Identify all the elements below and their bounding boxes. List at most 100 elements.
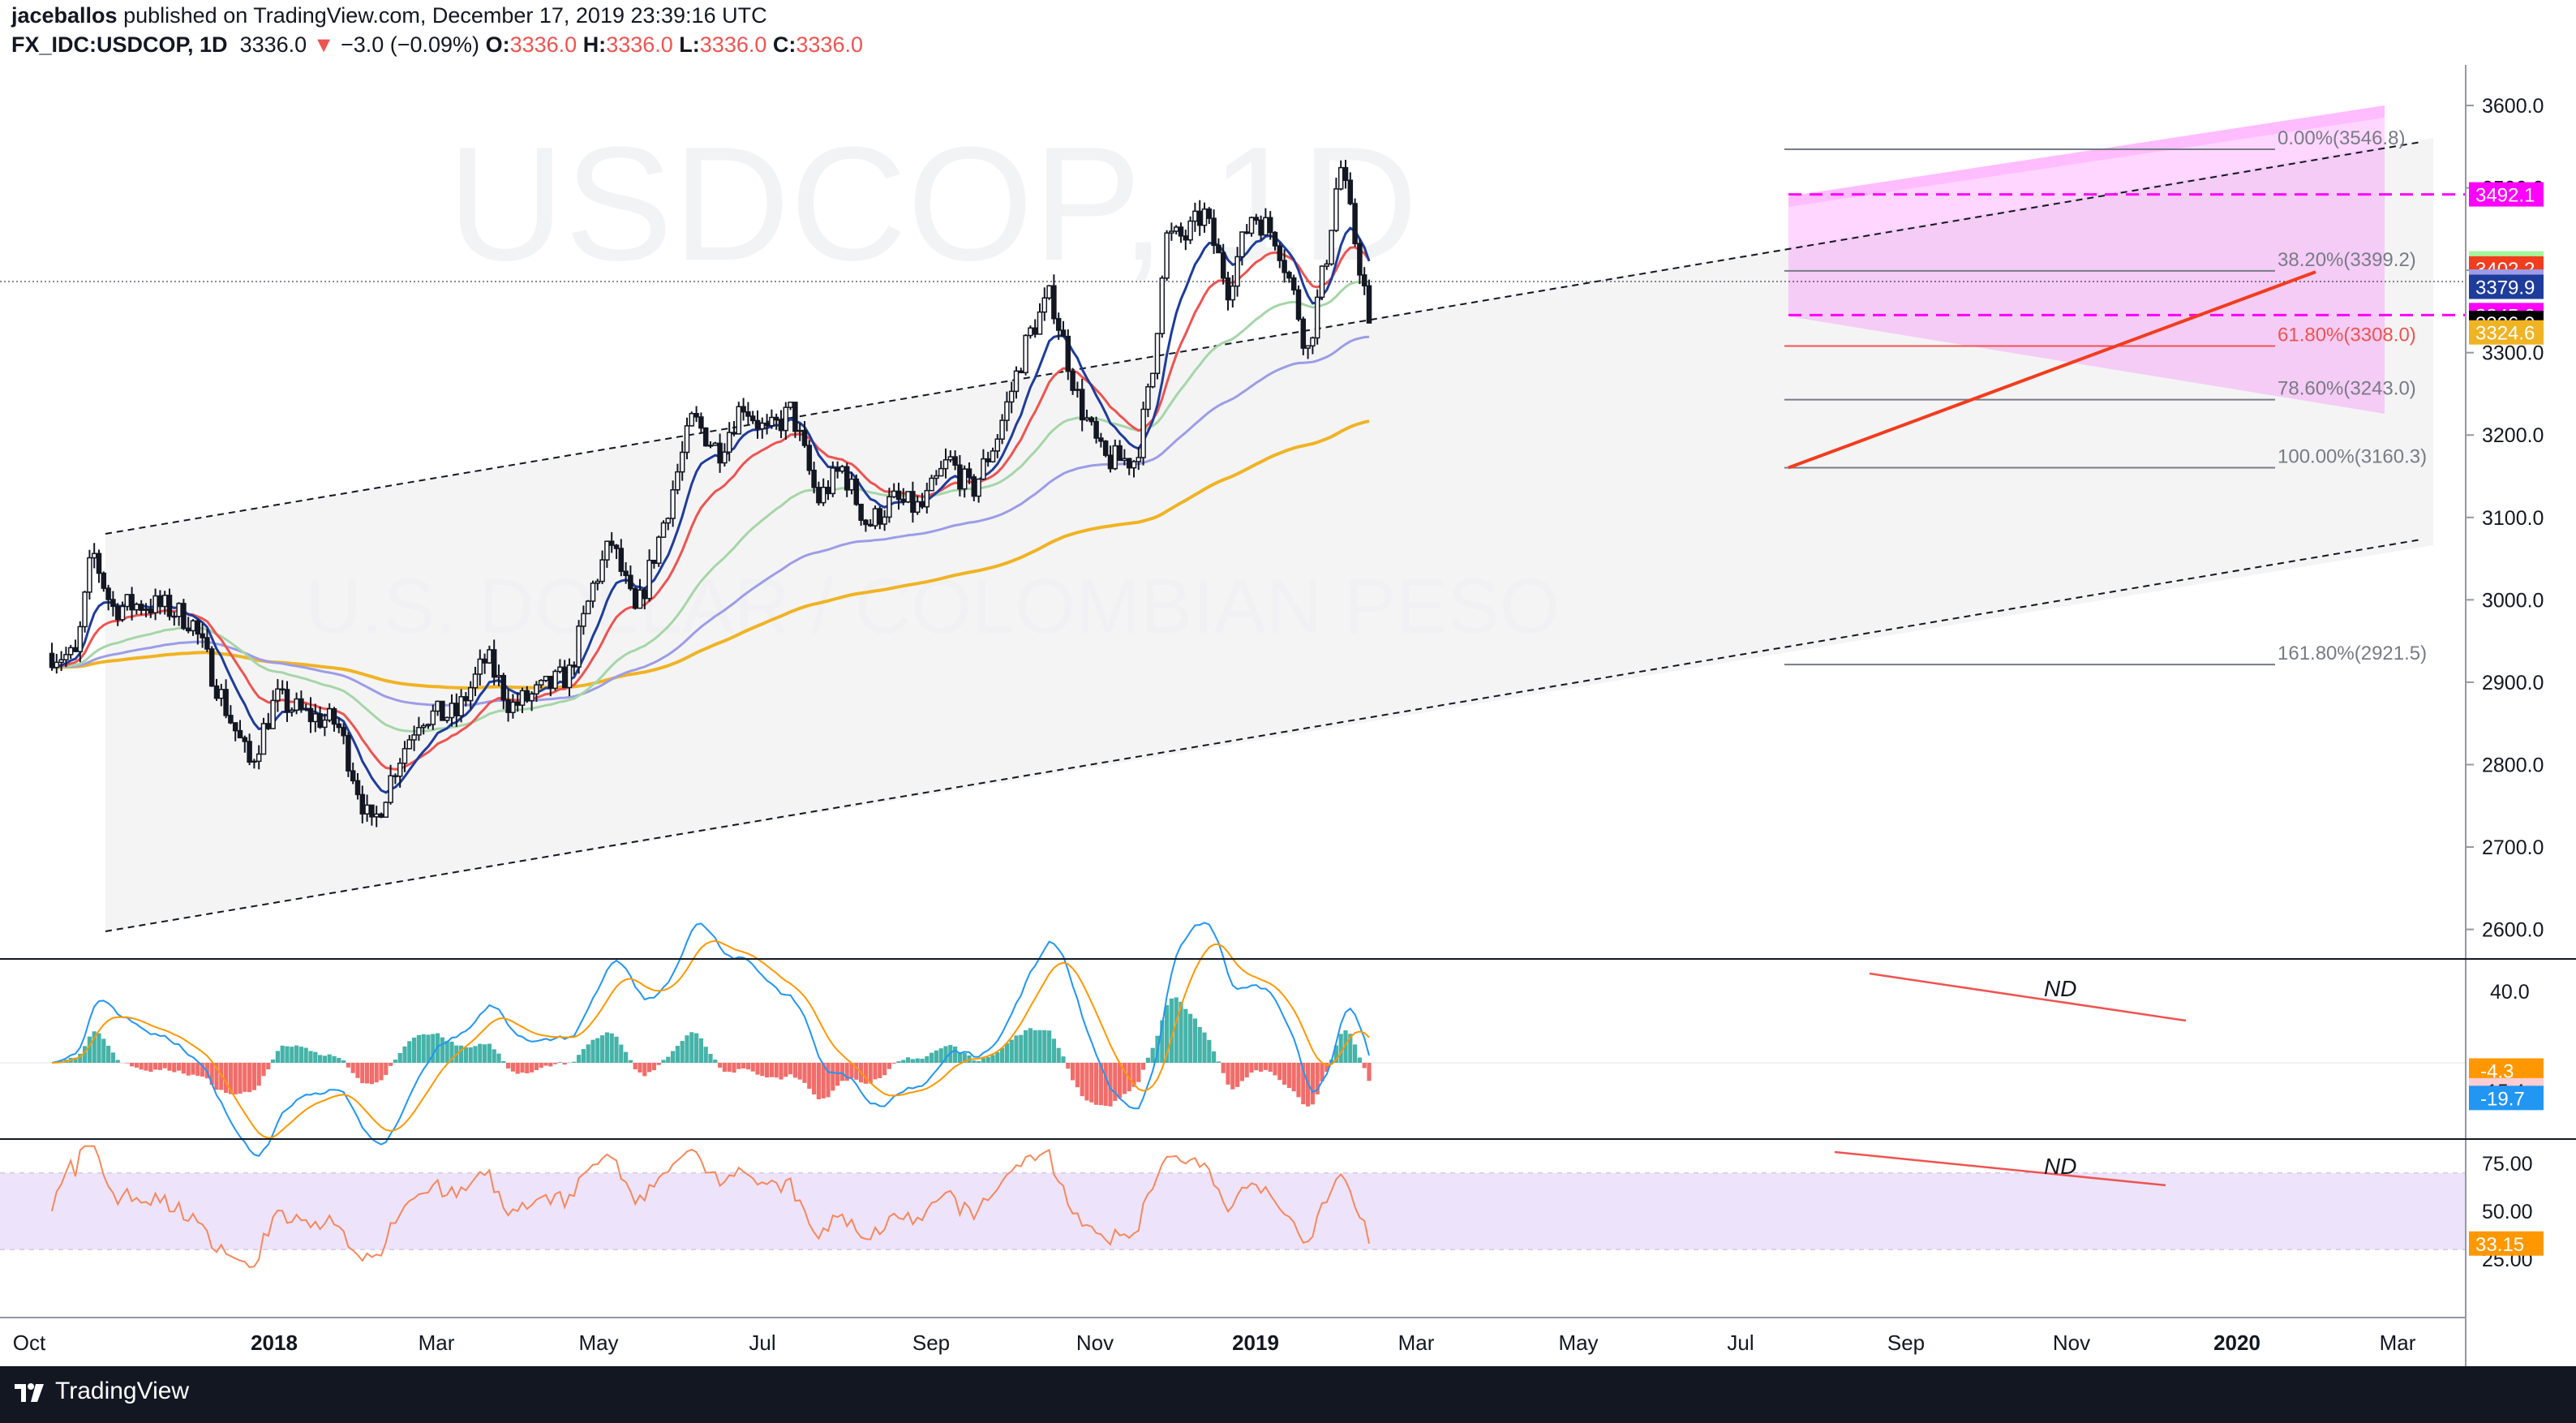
macd-nd-label: ND bbox=[2044, 976, 2076, 1001]
macd-histogram-bar bbox=[1301, 1063, 1306, 1105]
candle-body bbox=[1098, 437, 1104, 442]
candle bbox=[566, 658, 573, 697]
candle-body bbox=[143, 608, 149, 611]
candle bbox=[543, 676, 549, 682]
macd-histogram-bar bbox=[868, 1063, 873, 1084]
macd-histogram-bar bbox=[440, 1037, 444, 1063]
macd-histogram-bar bbox=[675, 1046, 680, 1063]
macd-histogram-bar bbox=[609, 1033, 614, 1063]
macd-pane[interactable]: ND bbox=[0, 922, 2466, 1157]
candle-body bbox=[91, 552, 97, 559]
macd-histogram-bar bbox=[977, 1060, 981, 1063]
candle-body bbox=[976, 478, 981, 497]
candle bbox=[1037, 303, 1043, 335]
time-tick-label: Jul bbox=[749, 1331, 775, 1355]
chart-canvas[interactable]: USDCOP, 1DU.S. DOLLAR / COLOMBIAN PESO 0… bbox=[0, 0, 2576, 1366]
candle-body bbox=[1169, 230, 1174, 234]
candle bbox=[119, 601, 126, 622]
candle-body bbox=[491, 649, 497, 678]
macd-histogram-bar bbox=[915, 1058, 920, 1063]
macd-histogram-bar bbox=[1277, 1063, 1282, 1081]
macd-histogram-bar bbox=[298, 1047, 303, 1063]
candle bbox=[289, 707, 295, 717]
rsi-tick-label: 75.00 bbox=[2482, 1153, 2533, 1176]
candle-body bbox=[138, 604, 144, 611]
candle bbox=[693, 406, 699, 423]
candle bbox=[867, 518, 874, 527]
candle bbox=[910, 481, 916, 523]
candle-body bbox=[872, 508, 878, 527]
macd-histogram-bar bbox=[224, 1063, 229, 1094]
candle-body bbox=[101, 572, 107, 589]
macd-histogram-bar bbox=[1150, 1047, 1155, 1063]
candle bbox=[284, 681, 290, 722]
candle bbox=[623, 561, 629, 584]
price-tick-label: 3100.0 bbox=[2482, 507, 2544, 530]
candle bbox=[1102, 440, 1109, 458]
macd-histogram-bar bbox=[1113, 1063, 1118, 1102]
candle bbox=[1126, 458, 1132, 475]
candle bbox=[96, 549, 102, 583]
macd-histogram-bar bbox=[78, 1053, 83, 1063]
high-value: 3336.0 bbox=[606, 32, 673, 57]
candle-body bbox=[895, 490, 902, 501]
candle bbox=[1013, 366, 1020, 399]
candle bbox=[67, 644, 74, 660]
candles[interactable] bbox=[49, 160, 1372, 828]
candle bbox=[731, 420, 737, 436]
candle-body bbox=[181, 603, 187, 630]
candle-body bbox=[1159, 277, 1166, 334]
candle bbox=[393, 773, 398, 785]
candle-body bbox=[388, 775, 393, 803]
candle bbox=[581, 605, 586, 635]
author-name[interactable]: jaceballos bbox=[11, 3, 118, 28]
candle bbox=[1055, 312, 1062, 340]
candle-body bbox=[1201, 208, 1208, 226]
candle-body bbox=[336, 723, 342, 729]
rsi-nd-label: ND bbox=[2044, 1154, 2076, 1179]
candle bbox=[1347, 172, 1354, 206]
brand-name[interactable]: TradingView bbox=[55, 1378, 190, 1404]
macd-histogram-bar bbox=[322, 1055, 327, 1063]
time-tick-label: Nov bbox=[1076, 1331, 1114, 1355]
candle bbox=[322, 713, 328, 737]
candle-body bbox=[566, 664, 573, 689]
candle bbox=[726, 422, 732, 462]
price-tick-label: 2600.0 bbox=[2482, 919, 2544, 942]
candle bbox=[1112, 439, 1118, 471]
candle-body bbox=[1126, 458, 1132, 469]
candle bbox=[1263, 208, 1269, 236]
candle bbox=[336, 717, 342, 733]
candle bbox=[702, 427, 709, 447]
macd-histogram-bar bbox=[557, 1062, 562, 1063]
macd-histogram-bar bbox=[501, 1061, 506, 1063]
close-label: C: bbox=[772, 32, 796, 57]
candle-body bbox=[1084, 417, 1090, 421]
candle bbox=[929, 475, 934, 492]
rsi-pane[interactable]: ND bbox=[0, 1145, 2466, 1269]
macd-histogram-bar bbox=[148, 1063, 153, 1073]
macd-histogram-bar bbox=[831, 1063, 835, 1091]
macd-histogram-bar bbox=[628, 1060, 633, 1063]
candle-body bbox=[260, 723, 267, 755]
drawings-layer[interactable]: 0.00%(3546.8) 38.20%(3399.2) 61.80%(3308.0… bbox=[0, 127, 2466, 932]
candle bbox=[999, 414, 1005, 445]
candle-body bbox=[891, 490, 897, 498]
macd-histogram-bar bbox=[779, 1063, 784, 1080]
candle bbox=[124, 594, 131, 611]
candle-body bbox=[561, 666, 568, 689]
candle-body bbox=[769, 416, 775, 427]
symbol-text[interactable]: FX_IDC:USDCOP, 1D bbox=[11, 32, 228, 57]
candle-body bbox=[576, 626, 582, 668]
candle bbox=[1159, 275, 1166, 338]
macd-histogram-bar bbox=[1056, 1047, 1061, 1063]
macd-histogram-bar bbox=[177, 1063, 182, 1071]
candle bbox=[590, 580, 596, 608]
candle bbox=[195, 619, 201, 645]
chart-background bbox=[105, 105, 2433, 931]
tradingview-logo-icon[interactable] bbox=[13, 1379, 45, 1405]
candle-body bbox=[1117, 445, 1123, 462]
macd-histogram-bar bbox=[101, 1038, 106, 1063]
macd-histogram-bar bbox=[106, 1045, 111, 1063]
candle bbox=[341, 723, 346, 745]
